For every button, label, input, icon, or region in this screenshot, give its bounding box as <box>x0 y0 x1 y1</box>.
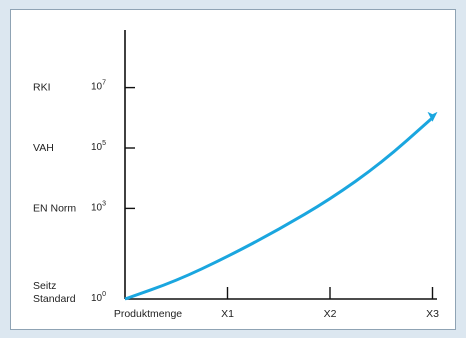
y-category-label: RKI <box>33 82 51 94</box>
y-category-label: Seitz <box>33 280 56 292</box>
x-tick-label: X2 <box>324 308 337 320</box>
y-tick-label: 100 <box>91 291 106 304</box>
y-category-label: VAH <box>33 142 54 154</box>
y-category-label: Standard <box>33 293 76 305</box>
x-axis-label: Produktmenge <box>114 308 182 320</box>
y-tick-label: 103 <box>91 200 106 213</box>
series-curve <box>124 115 436 301</box>
chart-panel: 100 103 105 107 Seitz Standard EN Norm VAH RKI … <box>10 9 456 330</box>
y-tick-label: 105 <box>91 140 106 153</box>
x-tick-label: X1 <box>221 308 234 320</box>
x-tick-label: X3 <box>426 308 439 320</box>
y-category-label: EN Norm <box>33 202 76 214</box>
y-tick-label: 107 <box>91 80 106 93</box>
